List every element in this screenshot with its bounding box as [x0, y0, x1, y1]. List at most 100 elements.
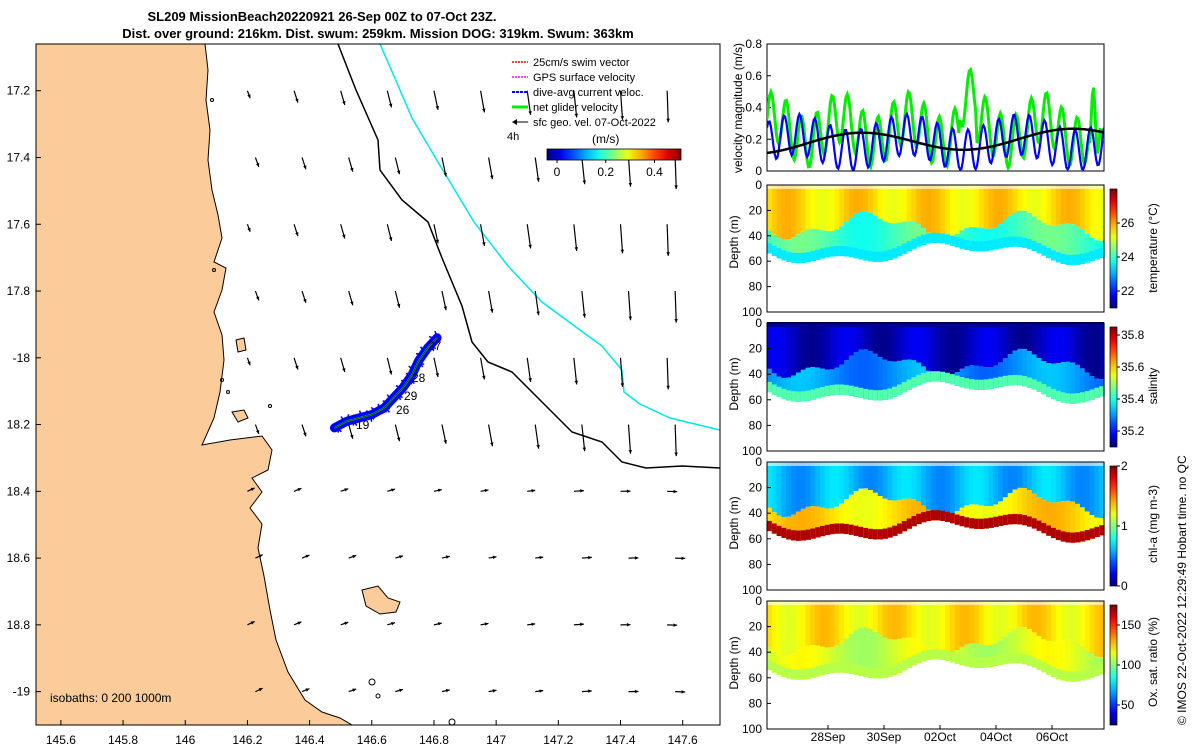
section-cell-upper	[949, 601, 956, 654]
section-surface-band	[767, 600, 1104, 605]
colorbar-tick-label: 2	[1121, 459, 1128, 473]
section-ytick-label: 80	[749, 418, 763, 432]
geo-arrow-head	[673, 623, 678, 627]
section-cell-upper	[1094, 323, 1100, 379]
section-cell-deep	[901, 660, 908, 671]
map-ytick-label: 17.2	[7, 84, 31, 98]
section-cell-mid	[863, 349, 869, 400]
section-cell-upper	[767, 185, 773, 231]
section-cell-deep	[1036, 659, 1043, 670]
section-ytick-label: 40	[749, 645, 763, 659]
section-cell-upper	[978, 601, 985, 645]
section-cell-mid	[916, 501, 922, 525]
section-cell-mid	[998, 640, 1004, 665]
section-cell-mid	[1065, 223, 1071, 265]
section-cell-deep	[1007, 514, 1014, 525]
section-cell-upper	[882, 323, 888, 360]
geo-arrow-head	[484, 622, 489, 626]
dive-avg-vector	[340, 416, 346, 423]
section-cell-deep	[771, 384, 778, 395]
section-cell-upper	[1041, 185, 1047, 223]
section-cell-deep	[839, 523, 845, 534]
section-cell-deep	[776, 664, 783, 676]
section-cell-deep	[1065, 671, 1071, 682]
section-cell-deep	[1002, 514, 1009, 526]
section-cell-mid	[983, 228, 990, 252]
section-cell-deep	[887, 388, 893, 399]
section-cell-deep	[819, 248, 826, 259]
section-cell-mid	[964, 644, 970, 667]
section-cell-deep	[1089, 250, 1095, 262]
temperature-panel: 0 20 40 60 80 100 22 24 26	[742, 178, 1135, 319]
section-cell-upper	[998, 185, 1004, 225]
section-ytick-label: 20	[749, 620, 763, 634]
section-ytick-label: 0	[755, 594, 762, 608]
colorbar-tick-label: 100	[1121, 658, 1141, 672]
section-cell-deep	[776, 386, 783, 398]
section-ytick-label: 40	[749, 506, 763, 520]
section-cell-mid	[791, 653, 797, 680]
section-cell-deep	[810, 667, 816, 678]
geo-arrow-head	[674, 318, 678, 323]
section-cell-deep	[824, 663, 831, 675]
section-cell-upper	[945, 462, 951, 518]
section-cell-mid	[892, 223, 898, 259]
salinity-depth-label: Depth (m)	[727, 357, 741, 410]
section-cell-deep	[853, 386, 860, 397]
geo-arrow-head	[620, 116, 625, 120]
geo-arrow-head	[681, 690, 686, 694]
mainland-land	[36, 44, 353, 725]
section-cell-deep	[1026, 655, 1033, 666]
map-xtick-label: 145.6	[46, 733, 76, 747]
section-cell-mid	[781, 656, 787, 678]
section-cell-mid	[810, 506, 816, 539]
section-cell-upper	[1084, 323, 1091, 373]
section-cell-mid	[1022, 349, 1028, 387]
legend-swim: 25cm/s swim vector	[533, 57, 630, 69]
section-cell-upper	[945, 601, 951, 657]
map-xtick-label: 146.6	[357, 733, 387, 747]
dive-avg-vector	[395, 384, 403, 390]
geo-arrow-head	[352, 555, 357, 559]
section-cell-upper	[935, 601, 941, 656]
section-cell-deep	[1026, 377, 1033, 388]
section-ytick-label: 80	[749, 696, 763, 710]
section-cell-upper	[844, 185, 850, 223]
section-cell-upper	[771, 185, 778, 235]
section-cell-upper	[1036, 601, 1043, 637]
section-cell-deep	[834, 384, 840, 395]
section-cell-upper	[911, 323, 917, 361]
geo-arrow-head	[574, 247, 579, 251]
salinity-cbar-label: salinity	[1146, 368, 1160, 405]
dive-avg-vector	[400, 379, 405, 387]
section-cell-deep	[805, 252, 811, 263]
section-cell-deep	[810, 389, 816, 400]
section-cell-upper	[781, 462, 787, 518]
section-cell-upper	[1075, 462, 1081, 504]
section-cell-deep	[974, 241, 980, 252]
geo-arrow-shaft	[581, 157, 586, 185]
section-cell-mid	[786, 239, 792, 262]
section-cell-mid	[916, 362, 922, 386]
section-cell-deep	[877, 668, 884, 679]
section-ytick-label: 40	[749, 367, 763, 381]
geo-arrow-head	[352, 688, 357, 692]
geo-arrow-head	[626, 489, 631, 493]
section-cell-mid	[1041, 222, 1047, 256]
section-cell-deep	[776, 248, 783, 259]
section-cell-deep	[945, 372, 951, 383]
section-cell-upper	[800, 601, 807, 648]
section-cell-mid	[892, 361, 898, 397]
section-cell-mid	[1070, 640, 1076, 682]
section-cell-mid	[853, 351, 860, 397]
section-cell-mid	[877, 357, 884, 401]
section-cell-deep	[819, 664, 826, 676]
section-cell-deep	[969, 518, 975, 529]
geo-arrow-shaft	[619, 224, 624, 254]
section-cell-deep	[911, 238, 917, 249]
section-cell-deep	[882, 528, 888, 539]
section-cell-upper	[824, 185, 831, 232]
section-cell-deep	[1017, 236, 1023, 247]
geo-arrow-head	[303, 432, 307, 437]
section-cell-mid	[1026, 212, 1033, 250]
